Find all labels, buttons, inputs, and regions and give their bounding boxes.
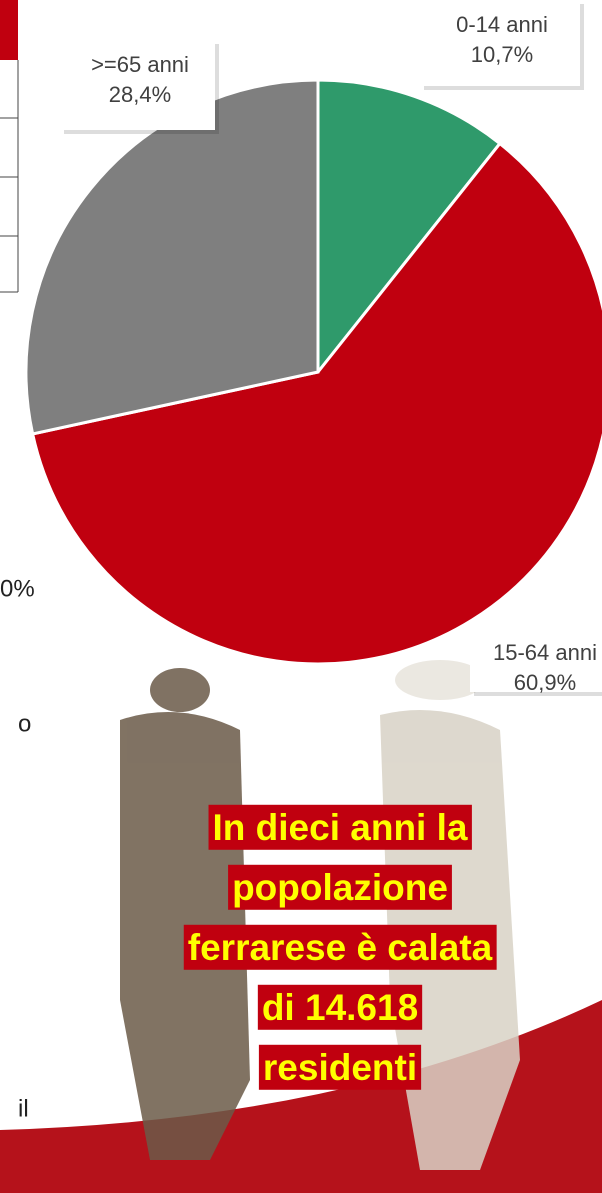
headline-line: popolazione — [232, 867, 448, 908]
text-fragment: 0% — [0, 575, 35, 602]
callout-box — [420, 0, 580, 86]
slice-value-label: 10,7% — [471, 42, 533, 67]
headline-bg — [258, 1044, 422, 1090]
pie-slice — [24, 78, 320, 436]
headline-line: In dieci anni la — [213, 807, 468, 848]
headline: In dieci anni la popolazione ferrarese è c… — [183, 804, 497, 1090]
callout-box — [470, 640, 602, 692]
table-fragment — [0, 0, 19, 293]
slice-label: 15-64 anni — [493, 640, 597, 665]
headline-bg — [208, 804, 472, 850]
headline-bg — [228, 864, 452, 910]
text-fragment: o — [18, 710, 31, 737]
text-fragments: 0% o il — [0, 575, 35, 1122]
callout-tail — [75, 128, 130, 190]
headline-line: residenti — [263, 1047, 417, 1088]
slice-value-label: 28,4% — [109, 82, 171, 107]
couple-silhouette — [120, 660, 520, 1170]
headline-bg — [257, 984, 423, 1030]
slice-label: 0-14 anni — [456, 12, 548, 37]
slice-label: >=65 anni — [91, 52, 189, 77]
headline-line: ferrarese è calata — [188, 927, 493, 968]
callouts: 0-14 anni 10,7% 15-64 anni 60,9% >=65 anni 28… — [60, 0, 602, 696]
pie-slice — [30, 141, 602, 666]
headline-line: di 14.618 — [262, 987, 418, 1028]
pie-slice — [316, 78, 502, 377]
slice-value-label: 60,9% — [514, 670, 576, 695]
headline-bg — [183, 924, 497, 970]
text-fragment: il — [18, 1095, 29, 1122]
callout-box — [60, 40, 215, 130]
pie — [24, 78, 602, 666]
